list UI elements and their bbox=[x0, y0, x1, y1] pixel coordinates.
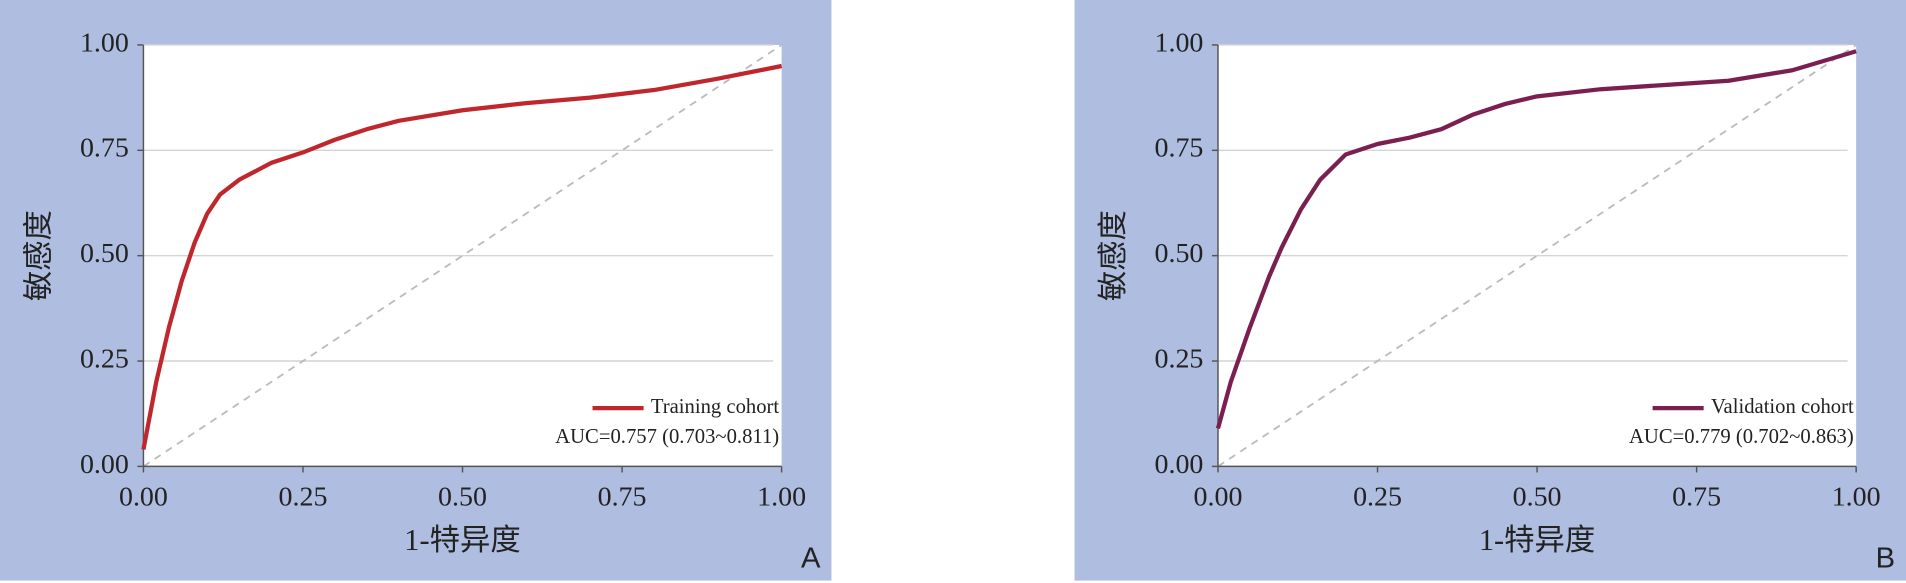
panel-label: B bbox=[1876, 543, 1895, 575]
x-tick-label: 0.50 bbox=[1513, 482, 1562, 513]
y-tick-label: 0.75 bbox=[80, 133, 129, 164]
x-tick-label: 0.25 bbox=[1353, 482, 1402, 513]
reference-diagonal bbox=[1217, 44, 1857, 468]
y-axis-label: 敏感度 bbox=[21, 210, 55, 301]
y-tick-label: 0.25 bbox=[1154, 343, 1203, 374]
y-tick-label: 0.00 bbox=[1154, 449, 1203, 480]
legend-label: Training cohort bbox=[651, 396, 780, 418]
auc-annotation: AUC=0.779 (0.702~0.863) bbox=[1629, 426, 1854, 448]
roc-curve bbox=[1215, 49, 1857, 430]
y-tick-label: 0.50 bbox=[1154, 238, 1203, 269]
x-tick-label: 0.75 bbox=[1672, 482, 1721, 513]
x-tick-label: 1.00 bbox=[757, 482, 806, 513]
y-tick-label: 1.00 bbox=[1154, 27, 1203, 58]
x-tick-label: 0.50 bbox=[438, 482, 487, 513]
y-axis-label: 敏感度 bbox=[1096, 210, 1130, 301]
reference-diagonal bbox=[142, 44, 783, 468]
y-tick-label: 0.00 bbox=[80, 449, 129, 480]
panel-label: A bbox=[801, 543, 821, 575]
x-tick-label: 1.00 bbox=[1832, 482, 1881, 513]
x-tick-label: 0.75 bbox=[598, 482, 647, 513]
x-axis-label: 1-特异度 bbox=[404, 523, 520, 557]
y-tick-label: 0.50 bbox=[80, 238, 129, 269]
x-tick-label: 0.25 bbox=[279, 482, 328, 513]
y-tick-label: 1.00 bbox=[80, 27, 129, 58]
auc-annotation: AUC=0.757 (0.703~0.811) bbox=[555, 426, 779, 448]
legend-label: Validation cohort bbox=[1711, 396, 1854, 418]
x-tick-label: 0.00 bbox=[1194, 482, 1243, 513]
y-tick-label: 0.75 bbox=[1154, 133, 1203, 164]
x-axis-label: 1-特异度 bbox=[1479, 523, 1595, 557]
x-tick-label: 0.00 bbox=[119, 482, 168, 513]
roc-curve bbox=[141, 63, 783, 450]
y-tick-label: 0.25 bbox=[80, 343, 129, 374]
